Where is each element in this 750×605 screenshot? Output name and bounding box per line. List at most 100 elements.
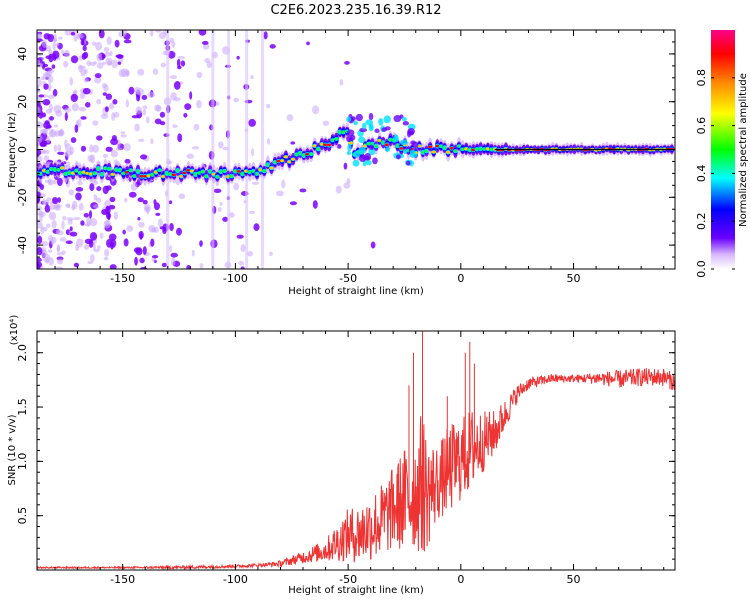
spectrogram-noise-cell	[115, 54, 123, 58]
spectrogram-noise-cell	[131, 115, 140, 119]
spectrogram-ridge-peak	[446, 150, 451, 154]
spectrogram-noise-cell	[64, 107, 72, 113]
colorbar-label: Normalized spectral amplitude	[738, 73, 749, 227]
spectrogram-ridge-peak	[377, 139, 382, 142]
spectrogram-blob	[358, 136, 366, 144]
spectrogram-noise-cell	[109, 50, 113, 57]
spectrogram-ridge-cell	[478, 147, 484, 150]
spectrogram-ridge-cell	[67, 171, 72, 175]
spectrogram-noise-cell	[169, 75, 177, 80]
spectrogram-ridge-peak	[323, 143, 328, 147]
spectrogram-noise-cell	[49, 116, 55, 121]
spectrogram-noise-cell	[88, 239, 94, 248]
spectrogram-noise-cell	[56, 258, 64, 265]
snr-x-tick-label: -100	[223, 573, 248, 586]
spectrogram-ridge-cell	[251, 169, 256, 173]
spectrogram-ridge-peak	[85, 172, 90, 175]
spectrogram-noise-cell	[103, 47, 110, 53]
spectrogram-ridge-peak	[211, 172, 216, 176]
spectrogram-noise-cell	[120, 131, 126, 135]
spectrogram-blob	[368, 112, 374, 121]
spectrogram-noise-cell	[108, 233, 117, 241]
spectrogram-noise-cell	[52, 89, 58, 97]
spectrogram-noise-cell	[39, 211, 46, 218]
spectrogram-noise-cell	[133, 247, 141, 254]
spectrogram-noise-cell	[64, 150, 71, 157]
spectrogram-noise-cell	[125, 69, 130, 76]
spectrogram-ridge-cell	[254, 172, 260, 175]
spectrogram-x-tick-label: 50	[567, 272, 581, 285]
spectrogram-blob	[355, 113, 363, 122]
spectrogram-noise-cell	[47, 249, 53, 253]
spectrogram-ridge-cell	[366, 142, 372, 146]
spectrogram-noise-cell	[70, 93, 78, 103]
spectrogram-ridge-peak	[182, 171, 188, 175]
spectrogram-ridge-peak	[312, 144, 317, 148]
spectrogram-noise-cell	[88, 210, 93, 219]
spectrogram-ridge-cell	[232, 169, 238, 173]
spectrogram-ridge-cell	[247, 170, 253, 174]
spectrogram-ridge-cell	[424, 149, 429, 153]
spectrogram-noise-cell	[196, 71, 203, 79]
spectrogram-x-tick-label: -50	[339, 272, 357, 285]
snr-x-tick-label: -50	[339, 573, 357, 586]
spectrogram-noise-cell	[217, 207, 222, 212]
spectrogram-noise-cell	[106, 36, 112, 45]
spectrogram-noise-cell	[159, 111, 166, 118]
spectrogram-noise-cell	[168, 200, 173, 205]
spectrogram-noise-cell	[142, 109, 147, 116]
spectrogram-ridge-peak	[171, 173, 177, 177]
spectrogram-noise-cell	[55, 42, 60, 47]
spectrogram-x-axis-label: Height of straight line (km)	[288, 286, 424, 297]
spectrogram-noise-cell	[96, 186, 102, 192]
spectrogram-ridge-peak	[60, 166, 65, 170]
spectrogram-ridge-cell	[52, 167, 58, 171]
spectrogram-noise-cell	[143, 203, 151, 213]
spectrogram-noise-cell	[38, 94, 45, 98]
spectrogram-blob	[350, 134, 356, 141]
spectrogram-ridge-peak	[81, 170, 87, 174]
spectrogram-blob	[374, 128, 380, 134]
spectrogram-noise-cell	[117, 61, 122, 65]
spectrogram-blob	[366, 160, 372, 166]
snr-y-tick-label: 1.0	[16, 453, 29, 471]
spectrogram-noise-cell	[186, 153, 195, 159]
spectrogram-noise-cell	[109, 196, 116, 203]
spectrogram-noise-cell	[96, 245, 101, 250]
spectrogram-noise-cell	[114, 39, 120, 48]
spectrogram-noise-cell	[42, 149, 50, 155]
spectrogram-noise-cell	[47, 94, 56, 99]
spectrogram-ridge-peak	[244, 169, 249, 173]
spectrogram-noise-cell	[134, 123, 140, 132]
spectrogram-noise-cell	[74, 124, 79, 133]
spectrogram-ridge-cell	[63, 172, 69, 176]
spectrogram-ridge-peak	[225, 175, 231, 178]
spectrogram-noise-cell	[52, 38, 58, 42]
spectrogram-noise-cell	[61, 220, 65, 230]
spectrogram-marks	[37, 30, 675, 269]
spectrogram-noise-cell	[109, 102, 115, 110]
spectrogram-noise-cell	[37, 59, 41, 67]
spectrogram-noise-cell	[339, 79, 344, 86]
spectrogram-noise-cell	[42, 71, 51, 81]
snr-y-tick-label: 2.0	[16, 344, 29, 362]
spectrogram-noise-cell	[193, 123, 200, 131]
spectrogram-noise-cell	[191, 146, 200, 150]
spectrogram-noise-cell	[240, 244, 246, 253]
spectrogram-noise-cell	[95, 41, 103, 51]
spectrogram-noise-cell	[37, 121, 41, 125]
spectrogram-ridge-cell	[341, 130, 347, 134]
spectrogram-noise-cell	[228, 212, 235, 218]
spectrogram-noise-cell	[65, 203, 70, 208]
spectrogram-y-axis-label: Frequency (Hz)	[7, 112, 18, 188]
spectrogram-y-tick-label: -40	[16, 236, 29, 254]
spectrogram-noise-cell	[79, 92, 86, 99]
spectrogram-noise-cell	[126, 225, 134, 232]
spectrogram-noise-cell	[158, 32, 167, 39]
spectrogram-noise-cell	[198, 30, 207, 36]
snr-x-axis-label: Height of straight line (km)	[288, 585, 424, 596]
spectrogram-noise-cell	[41, 241, 48, 247]
spectrogram-noise-cell	[79, 33, 84, 39]
spectrogram-blob	[361, 122, 367, 130]
